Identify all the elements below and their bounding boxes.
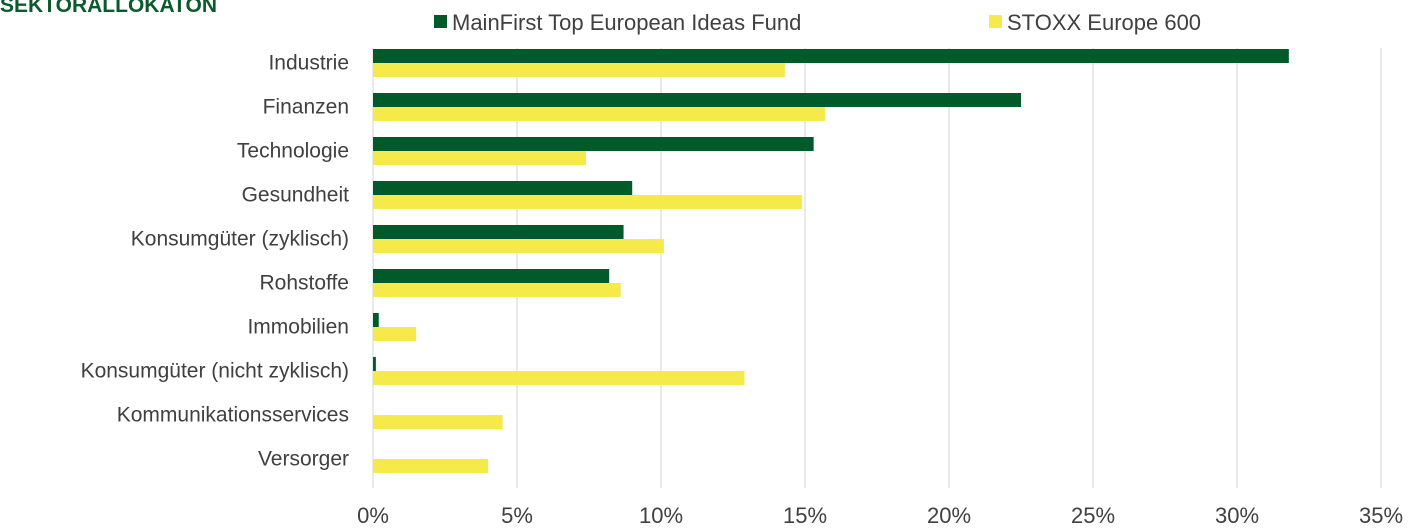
bar-fund <box>373 357 376 371</box>
page-title: SEKTORALLOKATON <box>0 0 218 17</box>
category-label: Versorger <box>258 448 349 471</box>
bar-fund <box>373 269 610 283</box>
bar-benchmark <box>373 239 664 253</box>
bar-benchmark <box>373 327 417 341</box>
category-labels: Industrie Finanzen Technologie Gesundheit Ko… <box>81 52 350 471</box>
gridlines <box>372 48 1382 488</box>
bar-benchmark <box>373 151 587 165</box>
category-label: Finanzen <box>263 96 349 119</box>
bar-fund <box>373 313 379 327</box>
bar-benchmark <box>373 283 621 297</box>
x-tick-label: 30% <box>1215 503 1259 528</box>
bar-benchmark <box>373 63 785 77</box>
bar-benchmark <box>373 459 489 473</box>
category-label: Gesundheit <box>242 184 350 207</box>
x-tick-label: 15% <box>783 503 827 528</box>
x-tick-label: 5% <box>501 503 533 528</box>
bar-benchmark <box>373 371 745 385</box>
legend-label: MainFirst Top European Ideas Fund <box>452 10 801 35</box>
bar-fund <box>373 49 1289 63</box>
bars <box>373 49 1289 473</box>
category-label: Immobilien <box>247 316 349 339</box>
x-tick-label: 20% <box>927 503 971 528</box>
legend-swatch <box>434 15 447 28</box>
x-tick-label: 35% <box>1359 503 1403 528</box>
category-label: Industrie <box>268 52 349 75</box>
bar-benchmark <box>373 195 803 209</box>
bar-fund <box>373 93 1021 107</box>
legend: MainFirst Top European Ideas Fund STOXX E… <box>434 10 1201 35</box>
bar-benchmark <box>373 415 503 429</box>
bar-fund <box>373 181 633 195</box>
category-label: Rohstoffe <box>259 272 349 295</box>
bar-benchmark <box>373 107 826 121</box>
x-tick-labels: 0% 5% 10% 15% 20% 25% 30% 35% <box>357 503 1403 528</box>
x-tick-label: 10% <box>639 503 683 528</box>
bar-fund <box>373 225 624 239</box>
x-tick-label: 25% <box>1071 503 1115 528</box>
category-label: Technologie <box>237 140 349 163</box>
bar-fund <box>373 137 814 151</box>
category-label: Kommunikationsservices <box>117 404 349 427</box>
category-label: Konsumgüter (nicht zyklisch) <box>81 360 349 383</box>
category-label: Konsumgüter (zyklisch) <box>131 228 349 251</box>
legend-swatch <box>989 15 1002 28</box>
legend-label: STOXX Europe 600 <box>1007 10 1201 35</box>
x-tick-label: 0% <box>357 503 389 528</box>
